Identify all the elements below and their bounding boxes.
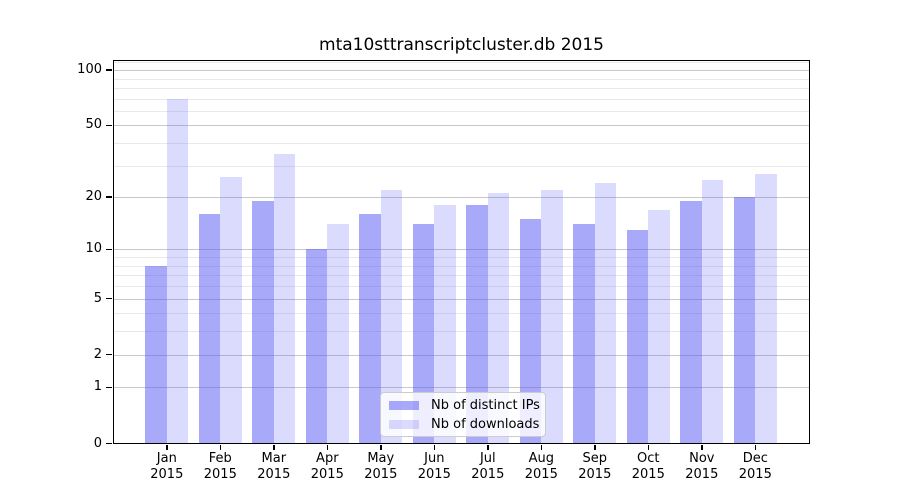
y-tick-label: 50 (85, 117, 102, 133)
x-tick-label: Mar 2015 (257, 450, 291, 482)
y-tick-mark (106, 196, 112, 198)
bar-distinct-ips-dec (733, 197, 756, 444)
bar-downloads-aug (541, 189, 563, 444)
minor-gridline (113, 257, 810, 259)
minor-gridline (113, 78, 810, 80)
bar-distinct-ips-apr (305, 249, 328, 444)
bar-downloads-apr (327, 224, 349, 444)
minor-gridline (113, 87, 810, 89)
x-tick-label: Sep 2015 (578, 450, 612, 482)
minor-gridline (113, 275, 810, 277)
minor-gridline (113, 110, 810, 112)
x-tick-mark (433, 444, 436, 450)
bar-downloads-jul (487, 193, 510, 444)
x-tick-label: Jan 2015 (150, 450, 184, 482)
y-tick-label: 2 (93, 346, 102, 362)
bar-distinct-ips-sep (573, 224, 595, 444)
major-gridline (113, 387, 810, 389)
bar-downloads-mar (273, 153, 296, 444)
plot-area: Nb of distinct IPs Nb of downloads (113, 60, 810, 444)
y-tick-mark (106, 124, 112, 127)
legend-swatch-distinct-ips (389, 400, 419, 410)
y-tick-label: 5 (93, 290, 102, 306)
x-tick-mark (380, 444, 382, 450)
bar-downloads-oct (648, 209, 670, 444)
y-tick-label: 100 (77, 62, 102, 78)
bar-distinct-ips-nov (680, 201, 702, 444)
legend-label-downloads: Nb of downloads (431, 416, 540, 432)
bar-downloads-dec (755, 173, 777, 444)
bar-downloads-sep (594, 183, 617, 444)
x-tick-mark (701, 444, 703, 450)
y-tick-mark (106, 69, 112, 71)
x-tick-label: Jul 2015 (471, 450, 505, 482)
y-tick-mark (106, 442, 112, 445)
x-tick-label: Nov 2015 (685, 450, 719, 482)
bar-distinct-ips-oct (626, 229, 649, 444)
major-gridline (113, 298, 810, 300)
bar-downloads-feb (220, 176, 242, 444)
legend-entry-distinct-ips: Nb of distinct IPs (389, 397, 540, 413)
x-tick-mark (647, 444, 650, 450)
x-tick-mark (219, 444, 222, 450)
x-tick-label: Aug 2015 (524, 450, 558, 482)
bar-distinct-ips-jul (466, 205, 488, 444)
major-gridline (113, 197, 810, 199)
minor-gridline (113, 313, 810, 315)
minor-gridline (113, 165, 810, 167)
legend: Nb of distinct IPs Nb of downloads (380, 392, 546, 437)
minor-gridline (113, 265, 810, 267)
bar-distinct-ips-jun (412, 224, 435, 444)
x-tick-mark (273, 444, 275, 450)
bar-downloads-may (380, 189, 403, 444)
x-tick-mark (326, 444, 329, 450)
legend-swatch-downloads (389, 419, 419, 429)
bar-distinct-ips-feb (198, 214, 221, 444)
y-tick-label: 20 (85, 189, 102, 205)
bar-distinct-ips-aug (519, 219, 542, 444)
x-tick-label: May 2015 (364, 450, 398, 482)
minor-gridline (113, 98, 810, 100)
legend-label-distinct-ips: Nb of distinct IPs (431, 397, 540, 413)
minor-gridline (113, 143, 810, 145)
x-tick-label: Dec 2015 (738, 450, 772, 482)
x-tick-label: Feb 2015 (203, 450, 237, 482)
y-tick-label: 0 (93, 435, 102, 451)
bar-downloads-nov (701, 179, 724, 444)
x-tick-mark (754, 444, 757, 450)
bar-distinct-ips-jan (145, 265, 167, 444)
x-tick-label: Oct 2015 (631, 450, 665, 482)
bar-downloads-jun (434, 205, 456, 444)
y-tick-mark (106, 353, 112, 356)
y-tick-mark (106, 248, 112, 251)
bar-downloads-jan (166, 98, 189, 444)
major-gridline (113, 354, 810, 356)
x-tick-mark (166, 444, 168, 450)
y-tick-mark (106, 297, 112, 300)
y-tick-mark (106, 386, 112, 389)
minor-gridline (113, 62, 810, 64)
x-tick-mark (487, 444, 489, 450)
x-tick-mark (594, 444, 596, 450)
x-tick-label: Jun 2015 (417, 450, 451, 482)
major-gridline (113, 249, 810, 251)
y-tick-label: 10 (85, 241, 102, 257)
y-tick-label: 1 (93, 379, 102, 395)
bar-distinct-ips-may (359, 214, 381, 444)
major-gridline (113, 70, 810, 72)
minor-gridline (113, 331, 810, 333)
x-tick-mark (540, 444, 543, 450)
x-tick-label: Apr 2015 (310, 450, 344, 482)
minor-gridline (113, 286, 810, 288)
bar-distinct-ips-mar (252, 201, 274, 444)
chart-title: mta10sttranscriptcluster.db 2015 (319, 35, 604, 55)
legend-entry-downloads: Nb of downloads (389, 416, 540, 432)
major-gridline (113, 125, 810, 127)
